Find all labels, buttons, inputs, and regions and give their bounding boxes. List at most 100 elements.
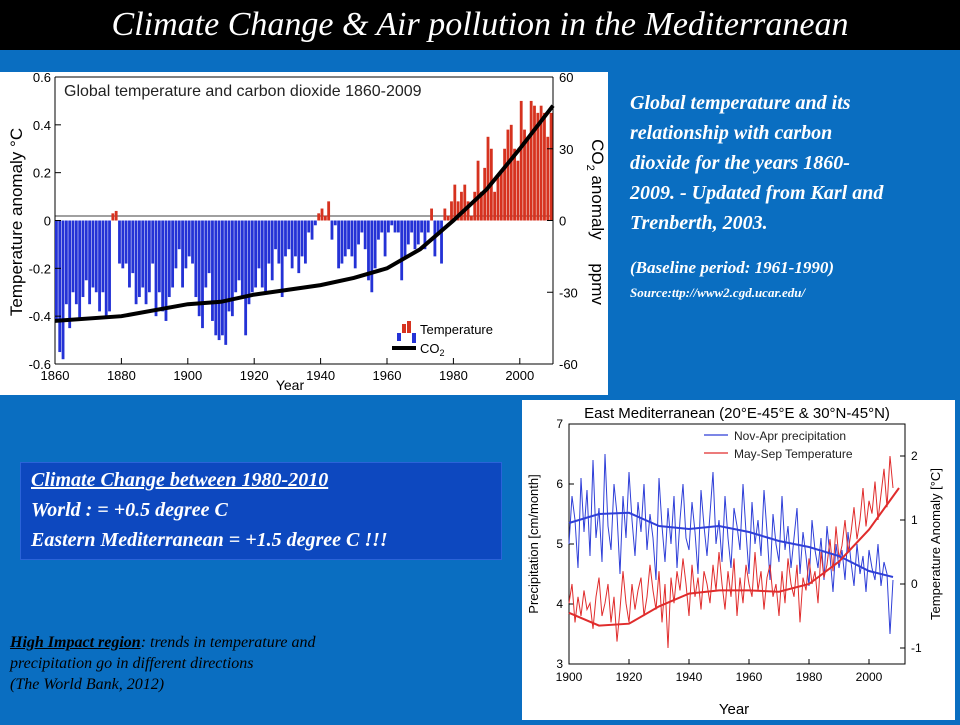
temp-bar [446, 215, 450, 221]
description-line-2: relationship with carbon [630, 122, 833, 144]
temp-bar [493, 191, 497, 221]
temp-bar [499, 172, 503, 221]
temp-bar [284, 220, 287, 257]
temp-bar [108, 220, 111, 312]
global-temp-co2-chart: 1860 1880 1900 1920 1940 1960 1980 2000 0.6 0.4 0… [0, 70, 608, 395]
temp-bar [134, 220, 138, 305]
y-left-tick-label: 0 [44, 214, 51, 229]
temp-bar [58, 220, 62, 353]
description-line-5: Trenberth, 2003. [630, 212, 768, 234]
temp-bar [287, 220, 291, 250]
temp-bar [549, 112, 553, 221]
temp-bar [523, 129, 526, 221]
temp-bar [270, 220, 274, 281]
legend: Nov-Apr precipitation May-Sep Temperatur… [704, 429, 853, 461]
y-right-axis-label: Temperature Anomaly [°C] [928, 468, 943, 620]
temp-bar [98, 220, 101, 312]
x-axis-label: Year [719, 701, 749, 718]
temp-bar [400, 220, 404, 281]
legend-co2: CO2 [420, 341, 445, 358]
temp-bar [230, 220, 234, 317]
temp-bar [486, 136, 490, 221]
temp-bar [373, 220, 377, 269]
x-tick-label: 1960 [373, 368, 402, 383]
temp-bar [187, 220, 191, 257]
temp-bar [55, 220, 58, 321]
temp-bar [211, 220, 214, 321]
temp-bar [420, 220, 424, 233]
temp-bar [453, 184, 457, 221]
y-left-tick-label: 5 [556, 537, 563, 551]
temp-bar [131, 220, 135, 274]
temp-bar [473, 191, 477, 221]
temp-bar [516, 160, 520, 221]
y-left-axis-label: Precipitation [cm/month] [526, 474, 541, 613]
temp-bar [313, 220, 317, 226]
legend-precipitation: Nov-Apr precipitation [734, 429, 846, 443]
temp-bar [413, 220, 417, 250]
x-tick-label: 1920 [616, 670, 643, 684]
temp-bar [396, 220, 400, 233]
y-left-tick-label: -0.2 [29, 261, 51, 276]
x-tick-label: 1980 [439, 368, 468, 383]
climate-box-east-med: Eastern Mediterranean = +1.5 degree C !!… [31, 529, 388, 551]
temp-bar [430, 208, 433, 221]
temp-bar [124, 220, 128, 264]
temp-bar [353, 220, 357, 269]
temp-bar [237, 220, 241, 281]
temp-bar [147, 220, 151, 293]
east-med-chart: 1900 1920 1940 1960 1980 2000 7 6 5 4 3 2 1 0 -1 Eas… [522, 400, 955, 720]
global-temp-co2-svg: 1860 1880 1900 1920 1940 1960 1980 2000 0.60.40… [7, 70, 607, 393]
y-left-ticks: 0.6 0.4 0.2 0 -0.2 -0.4 -0.6 [29, 70, 61, 372]
temp-bar [294, 220, 297, 257]
y-left-tick-label: 0.6 [33, 72, 51, 85]
temp-bar [164, 220, 168, 321]
chart-title: Global temperature and carbon dioxide 18… [64, 83, 422, 100]
y-right-tick-label: -1 [911, 641, 922, 655]
y-left-axis-label: Temperature anomaly °C [7, 128, 26, 316]
legend-co2-sub: 2 [440, 348, 445, 358]
climate-change-box: Climate Change between 1980-2010 World :… [20, 462, 502, 560]
temp-bar [543, 112, 546, 221]
temp-bar [370, 220, 374, 293]
temp-bar [323, 215, 327, 221]
y-right-label-sub: 2 [584, 165, 596, 171]
temp-bar [280, 220, 284, 298]
temp-bar [333, 220, 337, 226]
y-right-tick-label: 0 [911, 577, 918, 591]
precipitation-line [568, 453, 894, 635]
temp-bar [267, 220, 271, 264]
co2-line [54, 104, 555, 323]
temp-bar [201, 220, 204, 329]
x-tick-label: 1920 [240, 368, 269, 383]
y-left-tick-label: 0.4 [33, 118, 51, 133]
temp-bar [250, 220, 254, 293]
temp-bar [463, 184, 467, 221]
y-right-label-prefix: CO [588, 139, 607, 165]
x-tick-label: 1880 [107, 368, 136, 383]
temp-bar [450, 201, 453, 221]
temp-bar [161, 220, 165, 312]
temp-bar [377, 220, 380, 240]
temp-bar [277, 220, 281, 264]
legend-temperature: May-Sep Temperature [734, 447, 853, 461]
y-left-tick-label: 4 [556, 597, 563, 611]
y-right-tick-label: 60 [559, 72, 573, 85]
impact-line-1: High Impact region: trends in temperatur… [10, 632, 490, 653]
temp-bar [244, 220, 248, 336]
temp-bar [78, 220, 82, 321]
x-tick-label: 1960 [736, 670, 763, 684]
temp-bar [214, 220, 218, 336]
temp-bar [456, 201, 460, 221]
y-right-tick-label: 2 [911, 449, 918, 463]
temp-bar [330, 220, 334, 240]
chart-description: Global temperature and its relationship … [630, 88, 950, 238]
impact-rest: : trends in temperature and [140, 634, 316, 651]
temp-bar [101, 220, 105, 293]
temp-bar [410, 220, 414, 233]
legend-temp-swatch-red [402, 324, 406, 333]
temperature-bars [55, 100, 553, 360]
temp-bar [506, 129, 510, 221]
temp-bar [74, 220, 78, 305]
temp-bar [138, 220, 141, 298]
